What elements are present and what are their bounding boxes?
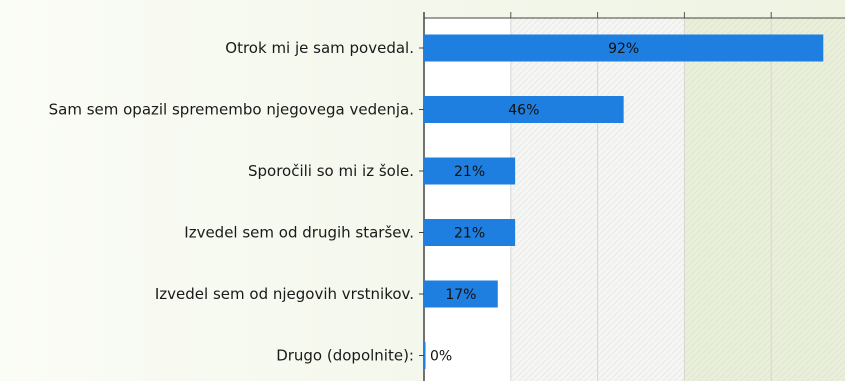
axes: [419, 12, 845, 381]
bar: [424, 34, 824, 62]
plot-band: [424, 18, 511, 381]
category-label: Drugo (dopolnite):: [276, 347, 414, 365]
bar: [424, 219, 516, 246]
category-label: Sporočili so mi iz šole.: [248, 162, 414, 180]
bars: [424, 34, 824, 369]
plot-band: [510, 18, 598, 381]
plot-band: [684, 18, 772, 381]
labels: Otrok mi je sam povedal. 92% Sam sem opazi…: [49, 39, 640, 365]
plot-band: [597, 18, 685, 381]
data-label: 21%: [454, 226, 485, 242]
plot-background-bands: [424, 18, 845, 381]
category-label: Sam sem opazil spremembo njegovega veden…: [49, 101, 414, 119]
bar: [424, 342, 426, 369]
category-label: Izvedel sem od njegovih vrstnikov.: [155, 285, 414, 303]
data-label: 17%: [445, 287, 476, 303]
data-label: 0%: [430, 349, 452, 365]
data-label: 92%: [608, 41, 639, 57]
data-label: 46%: [508, 103, 539, 119]
category-label: Otrok mi je sam povedal.: [225, 39, 414, 57]
data-label: 21%: [454, 164, 485, 180]
bar: [424, 157, 516, 185]
category-label: Izvedel sem od drugih staršev.: [184, 224, 414, 242]
plot-band: [771, 18, 845, 381]
bar: [424, 280, 498, 308]
bar: [424, 96, 624, 123]
